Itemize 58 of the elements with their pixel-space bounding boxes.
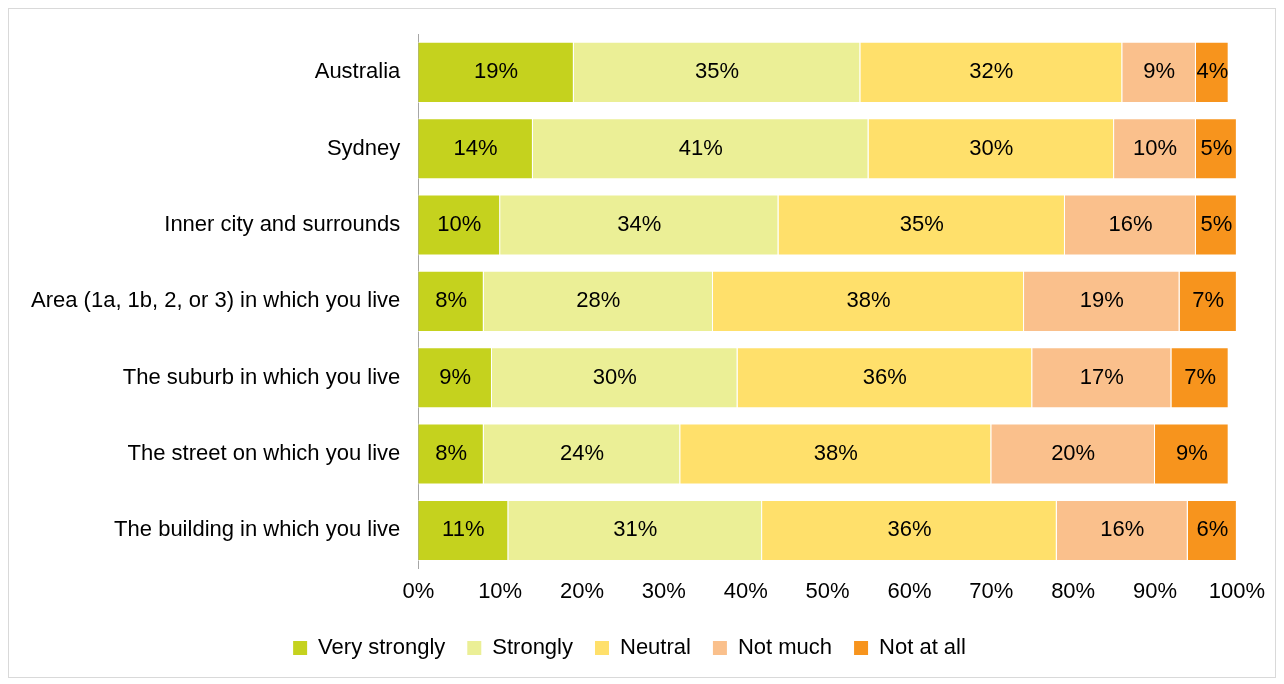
data-label: 14%	[453, 134, 498, 160]
data-label: 19%	[1079, 287, 1124, 313]
x-tick-label: 10%	[478, 577, 523, 603]
data-label: 32%	[969, 58, 1014, 84]
data-label: 4%	[1196, 58, 1229, 84]
data-label: 31%	[613, 516, 658, 542]
y-tick-label: The building in which you live	[114, 516, 401, 542]
data-label: 20%	[1051, 440, 1096, 466]
data-label: 19%	[474, 58, 519, 84]
data-label: 30%	[592, 363, 637, 389]
data-label: 35%	[695, 58, 740, 84]
x-tick-label: 80%	[1051, 577, 1096, 603]
data-label: 36%	[887, 516, 932, 542]
x-tick-label: 60%	[887, 577, 932, 603]
data-label: 6%	[1196, 516, 1229, 542]
data-label: 9%	[1143, 58, 1175, 84]
data-label: 8%	[435, 287, 467, 313]
data-label: 5%	[1200, 134, 1233, 160]
data-label: 38%	[813, 440, 858, 466]
data-label: 24%	[559, 440, 605, 466]
data-label: 10%	[1132, 134, 1178, 160]
data-label: 28%	[576, 287, 621, 313]
x-tick-label: 20%	[559, 577, 605, 603]
data-label: 9%	[439, 363, 472, 389]
y-tick-label: Area (1a, 1b, 2, or 3) in which you live	[31, 287, 401, 313]
x-tick-label: 30%	[641, 577, 686, 603]
data-label: 36%	[862, 363, 907, 389]
data-label: 17%	[1079, 363, 1124, 389]
x-tick-label: 70%	[969, 577, 1014, 603]
y-tick-label: Inner city and surrounds	[164, 211, 401, 237]
data-label: 10%	[437, 211, 482, 237]
data-label: 8%	[435, 440, 467, 466]
data-label: 16%	[1108, 211, 1153, 237]
data-label: 11%	[442, 516, 485, 542]
legend-label: Neutral	[619, 634, 691, 660]
data-label: 35%	[899, 211, 944, 237]
data-label: 16%	[1100, 516, 1145, 542]
data-label: 30%	[969, 134, 1014, 160]
legend-label: Strongly	[492, 634, 574, 660]
y-tick-label: The street on which you live	[127, 440, 401, 466]
x-tick-label: 0%	[402, 577, 435, 603]
x-tick-label: 40%	[723, 577, 768, 603]
data-label: 7%	[1184, 363, 1216, 389]
y-tick-label: Sydney	[326, 134, 401, 160]
data-label: 38%	[846, 287, 891, 313]
data-label: 7%	[1192, 287, 1225, 313]
data-label: 41%	[678, 134, 723, 160]
x-tick-label: 50%	[805, 577, 850, 603]
legend-label: Not much	[737, 634, 833, 660]
data-label: 5%	[1200, 211, 1233, 237]
data-label: 34%	[617, 211, 662, 237]
x-tick-label: 100%	[1208, 577, 1266, 603]
y-tick-label: Australia	[314, 58, 402, 84]
y-tick-label: The suburb in which you live	[122, 363, 401, 389]
x-tick-label: 90%	[1132, 577, 1178, 603]
data-label: 9%	[1175, 440, 1208, 466]
legend-label: Very strongly	[318, 634, 446, 660]
legend-label: Not at all	[879, 634, 966, 660]
